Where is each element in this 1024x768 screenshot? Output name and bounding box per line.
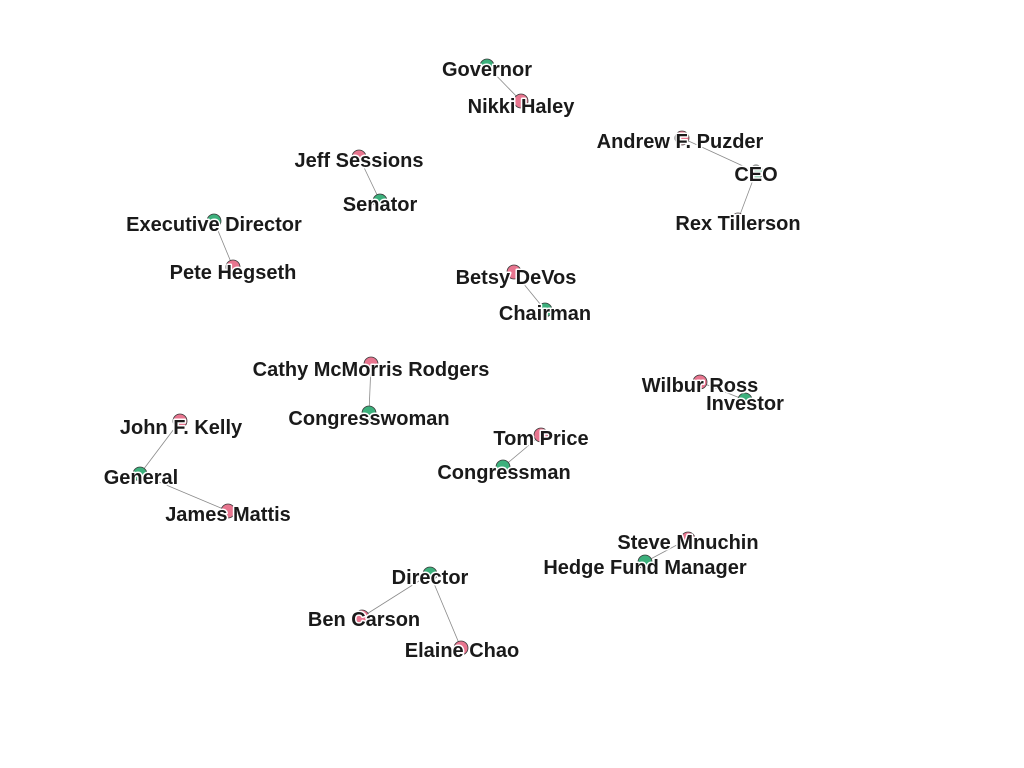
node-hegseth [225, 259, 241, 275]
node-label-carson: Ben Carson [308, 609, 420, 631]
edge-general-mattis [139, 473, 229, 512]
node-label-director: Director [392, 567, 469, 589]
node-haley [513, 93, 529, 109]
node-label-ross: Wilbur Ross [642, 375, 759, 397]
node-director [422, 566, 438, 582]
node-mnuchin [680, 531, 696, 547]
node-label-congressman: Congressman [437, 462, 570, 484]
node-ceo [748, 164, 764, 180]
node-label-general: General [104, 467, 178, 489]
node-label-governor: Governor [442, 59, 532, 81]
node-puzder [674, 130, 690, 146]
node-label-kelly: John F. Kelly [120, 417, 243, 439]
node-label-ceo: CEO [734, 164, 777, 186]
edge-ross-investor [699, 381, 746, 401]
nodes-layer [132, 58, 764, 656]
node-chao [453, 640, 469, 656]
edge-execdir-hegseth [213, 220, 234, 268]
node-price [533, 427, 549, 443]
node-governor [479, 58, 495, 74]
node-devos [506, 264, 522, 280]
node-ross [692, 374, 708, 390]
edge-sessions-senator [358, 156, 381, 202]
node-label-congresswoman: Congresswoman [288, 408, 449, 430]
node-label-puzder: Andrew F. Puzder [597, 131, 764, 153]
node-label-execdir: Executive Director [126, 214, 302, 236]
node-tillerson [730, 212, 746, 228]
edge-mnuchin-hfm [644, 538, 689, 563]
node-label-senator: Senator [343, 194, 418, 216]
edge-devos-chairman [513, 271, 546, 311]
node-label-hfm: Hedge Fund Manager [543, 557, 747, 579]
edge-director-carson [361, 573, 431, 618]
edge-governor-haley [486, 65, 522, 102]
edge-price-congressman [502, 434, 542, 468]
node-congresswoman [361, 405, 377, 421]
node-kelly [172, 413, 188, 429]
labels-layer: Governor Nikki Haley Andrew F. Puzder CEO Re… [102, 58, 802, 664]
edges-layer [139, 65, 757, 649]
node-label-devos: Betsy DeVos [456, 267, 577, 289]
node-carson [354, 609, 370, 625]
node-label-sessions: Jeff Sessions [295, 150, 424, 172]
node-execdir [206, 213, 222, 229]
edge-kelly-general [139, 420, 181, 475]
edge-ceo-tillerson [737, 171, 757, 221]
edge-director-chao [429, 573, 462, 649]
node-label-investor: Investor [706, 393, 784, 415]
node-label-rodgers: Cathy McMorris Rodgers [253, 359, 490, 381]
node-general [132, 466, 148, 482]
node-mattis [220, 503, 236, 519]
edge-rodgers-congresswoman [368, 363, 372, 414]
node-label-chairman: Chairman [499, 303, 591, 325]
node-label-chao: Elaine Chao [405, 640, 519, 662]
node-senator [372, 193, 388, 209]
node-label-haley: Nikki Haley [468, 96, 576, 118]
node-rodgers [363, 356, 379, 372]
node-investor [737, 392, 753, 408]
node-label-mattis: James Mattis [165, 504, 291, 526]
edge-puzder-ceo [681, 137, 757, 173]
node-chairman [537, 302, 553, 318]
node-congressman [495, 459, 511, 475]
node-label-price: Tom Price [493, 428, 588, 450]
node-label-tillerson: Rex Tillerson [675, 213, 800, 235]
node-label-hegseth: Pete Hegseth [170, 262, 297, 284]
node-label-mnuchin: Steve Mnuchin [617, 532, 758, 554]
node-hfm [637, 554, 653, 570]
node-sessions [351, 149, 367, 165]
